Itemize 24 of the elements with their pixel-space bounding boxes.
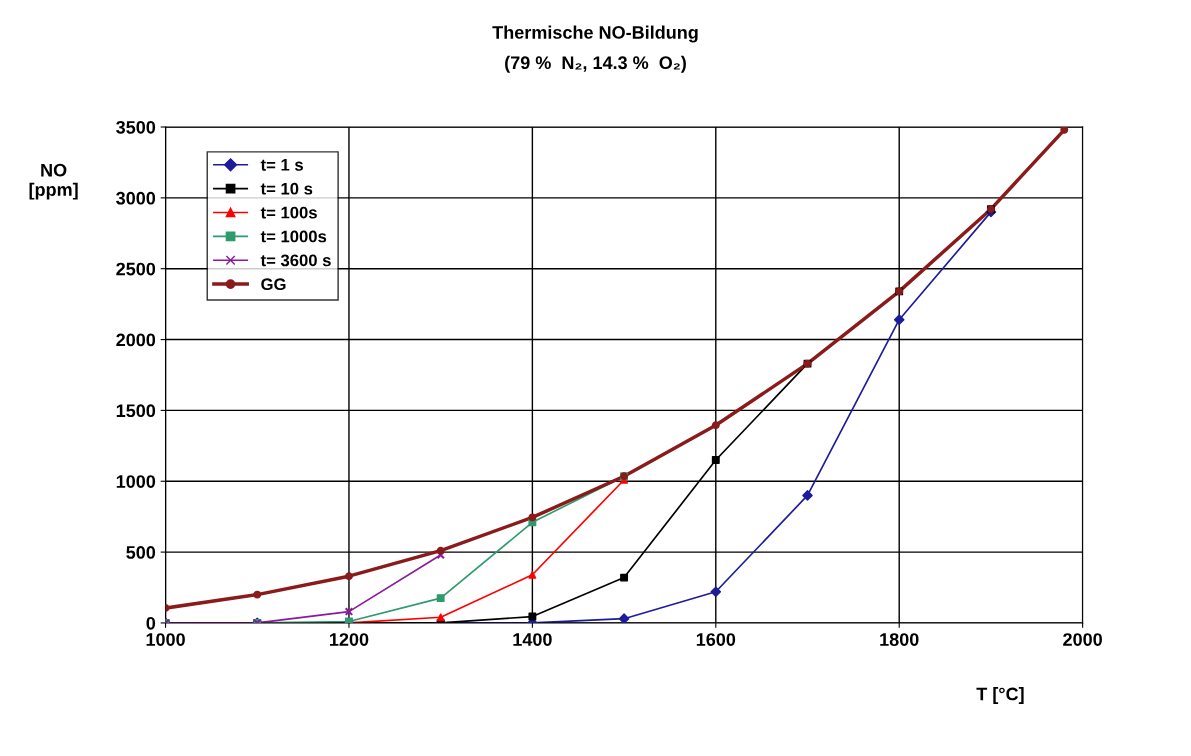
x-tick-label: 2000 xyxy=(1063,633,1102,646)
x-tick-label: 1200 xyxy=(330,633,369,646)
y-tick-label: 0 xyxy=(146,616,156,630)
chart-title: Thermische NO-Bildung xyxy=(492,25,698,43)
legend-label: t= 3600 s xyxy=(260,254,331,267)
y-tick-label: 2500 xyxy=(116,262,156,276)
legend-label: t= 10 s xyxy=(260,182,313,195)
legend-label: GG xyxy=(261,278,286,291)
y-tick-label: 2000 xyxy=(116,333,156,347)
y-tick-label: 3500 xyxy=(116,120,156,134)
chart-subtitle: (79 % N₂, 14.3 % O₂) xyxy=(505,55,686,73)
legend-label: t= 100s xyxy=(260,206,317,219)
x-axis-title: T [°C] xyxy=(976,687,1024,704)
x-tick-label: 1000 xyxy=(146,633,185,646)
legend-label: t= 1000s xyxy=(260,230,327,243)
x-tick-label: 1400 xyxy=(513,633,552,646)
y-tick-label: 500 xyxy=(126,546,156,559)
y-axis-title: NO [ppm] xyxy=(29,163,78,200)
x-tick-label: 1600 xyxy=(696,633,736,646)
x-tick-label: 1800 xyxy=(880,633,919,646)
legend-label: t= 1 s xyxy=(260,159,303,171)
y-tick-label: 1500 xyxy=(116,404,156,418)
y-tick-label: 1000 xyxy=(116,475,156,488)
y-tick-label: 3000 xyxy=(116,191,156,205)
